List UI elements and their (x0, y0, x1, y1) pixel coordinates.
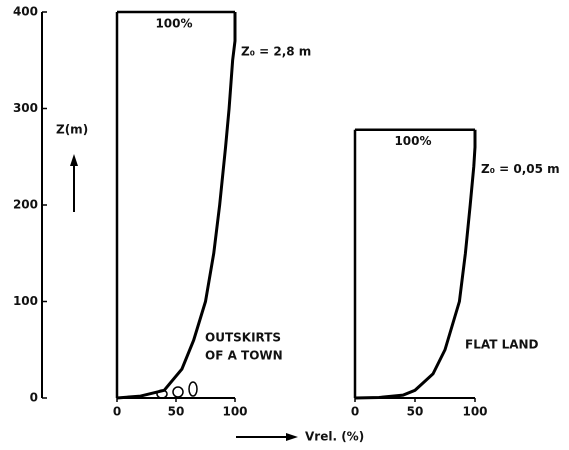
x-tick-label: 100 (222, 405, 247, 419)
marker (172, 386, 184, 398)
y-tick-label: 400 (13, 5, 38, 19)
y-tick-label: 100 (13, 294, 38, 308)
roughness-label: Z₀ = 2,8 m (241, 45, 311, 59)
y-tick-label: 0 (30, 391, 38, 405)
x-tick-label: 100 (462, 405, 487, 419)
roughness-label: Z₀ = 0,05 m (481, 162, 560, 176)
x-tick-label: 50 (168, 405, 185, 419)
profile-curve (116, 12, 237, 400)
v-arrow-head (286, 433, 298, 441)
y-tick-label: 200 (13, 198, 38, 212)
terrain-label: OUTSKIRTS (205, 331, 281, 345)
terrain-label: OF A TOWN (205, 349, 283, 363)
x-tick-label: 0 (351, 405, 359, 419)
terrain-label: FLAT LAND (465, 338, 539, 352)
y-tick-label: 300 (13, 101, 38, 115)
top-label: 100% (155, 17, 192, 31)
x-tick-label: 50 (407, 405, 424, 419)
x-axis-label: Vrel. (%) (305, 430, 364, 444)
y-axis-label: Z(m) (56, 123, 88, 137)
marker (188, 381, 198, 397)
top-label: 100% (394, 134, 431, 148)
x-tick-label: 0 (113, 405, 121, 419)
z-arrow-head (70, 154, 78, 166)
profile-curve (354, 129, 477, 400)
